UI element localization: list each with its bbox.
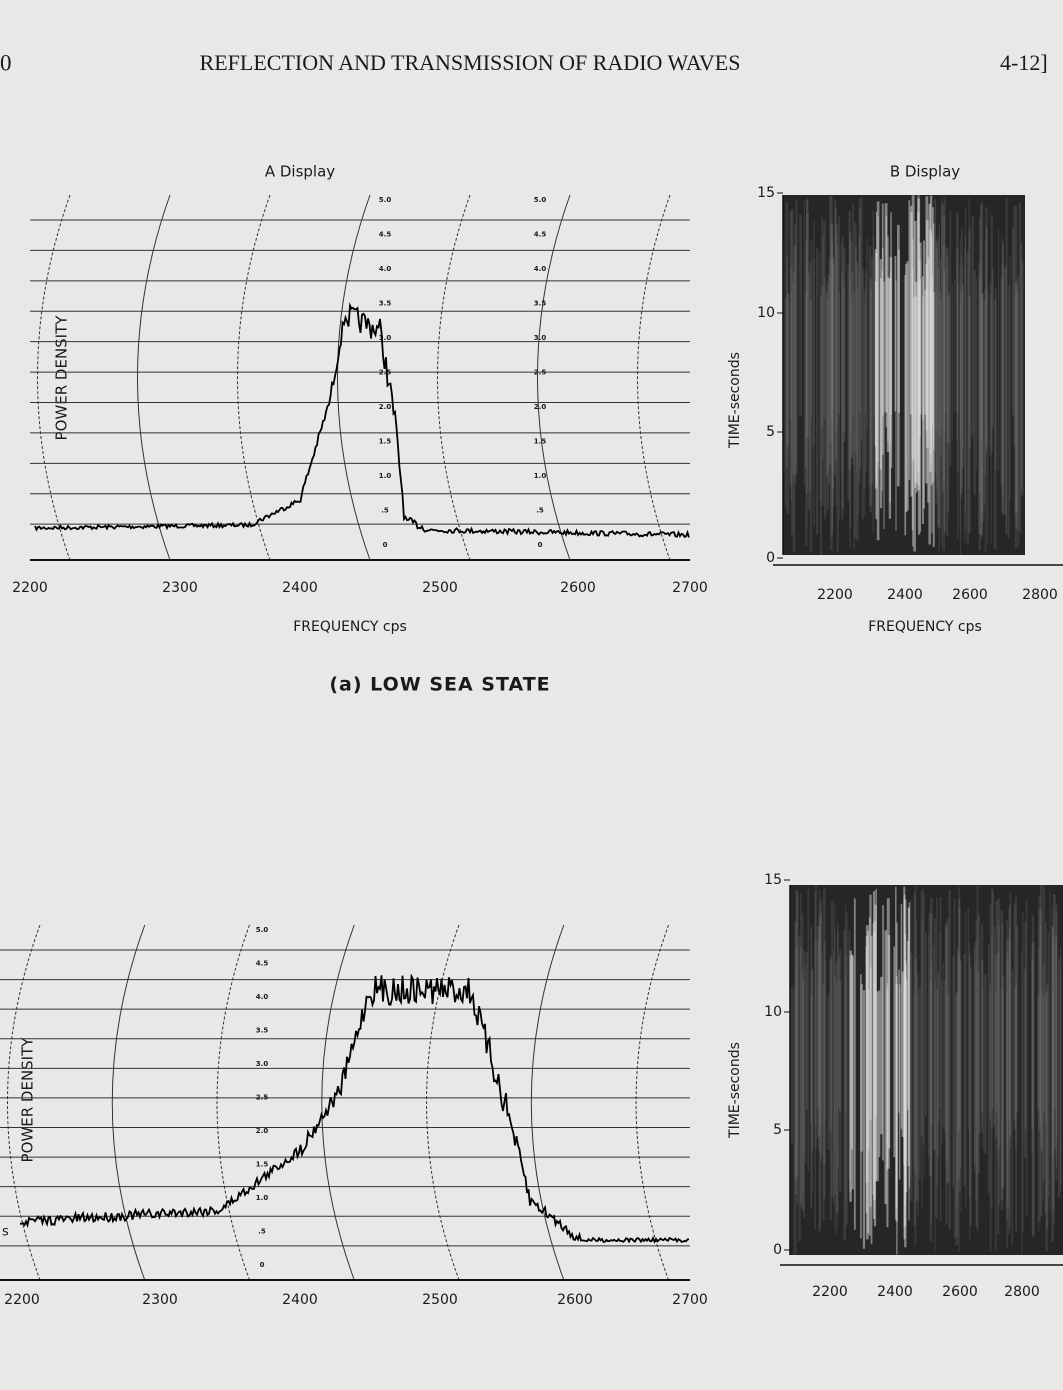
b-display — [783, 195, 1025, 555]
scale-label: 2.0 — [379, 403, 392, 411]
y-tick-label: 0 — [766, 550, 775, 566]
scale-label: 1.0 — [379, 472, 392, 480]
scale-label: 3.0 — [379, 334, 392, 342]
scale-label: 2.5 — [534, 369, 547, 377]
scale-label: 3.0 — [256, 1060, 269, 1068]
section: 4-12] — [1000, 50, 1048, 75]
grid-curve — [137, 194, 171, 561]
scale-label: 2.0 — [534, 403, 547, 411]
scale-label: 2.0 — [256, 1127, 269, 1135]
scale-label: 1.5 — [379, 438, 392, 446]
grid-curve — [237, 194, 271, 561]
scale-label: 0 — [383, 541, 388, 549]
grid-curve — [37, 194, 71, 561]
y-tick-label: 5 — [773, 1122, 782, 1138]
x-tick-label: 2500 — [422, 580, 458, 596]
scale-label: 1.5 — [534, 438, 547, 446]
scale-label: 2.5 — [256, 1094, 269, 1102]
scale-label: .5 — [536, 507, 544, 515]
scale-label: 0 — [260, 1261, 265, 1269]
scale-label: 3.0 — [534, 334, 547, 342]
scale-label: 5.0 — [534, 196, 547, 204]
scale-label: 4.0 — [379, 265, 392, 273]
x-tick-label: 2800 — [1022, 587, 1058, 603]
scale-label: 5.0 — [256, 926, 269, 934]
x-label: FREQUENCY cps — [293, 619, 407, 635]
scale-label: 3.5 — [534, 300, 547, 308]
grid-curve — [321, 924, 355, 1281]
edge-fragment: s — [2, 1225, 9, 1240]
x-tick-label: 2400 — [887, 587, 923, 603]
x-tick-label: 2600 — [942, 1284, 978, 1300]
scale-label: 3.5 — [379, 300, 392, 308]
spectrum-trace — [19, 973, 689, 1244]
x-tick-label: 2600 — [560, 580, 596, 596]
running-title: REFLECTION AND TRANSMISSION OF RADIO WAV… — [200, 50, 741, 75]
x-tick-label: 2500 — [422, 1292, 458, 1308]
b-y-label: TIME-seconds — [727, 352, 743, 449]
b-display-title: B Display — [890, 163, 960, 181]
grid-curve — [337, 194, 371, 561]
b-x-label: FREQUENCY cps — [868, 619, 982, 635]
grid-curve — [537, 194, 571, 561]
x-tick-label: 2400 — [877, 1284, 913, 1300]
grid-curve — [635, 924, 670, 1281]
y-tick-label: 5 — [766, 424, 775, 440]
grid-curve — [216, 924, 250, 1281]
scale-label: 2.5 — [379, 369, 392, 377]
x-tick-label: 2700 — [672, 1292, 708, 1308]
scale-label: 1.5 — [256, 1161, 269, 1169]
scale-label: 1.0 — [534, 472, 547, 480]
scale-label: 4.5 — [256, 960, 269, 968]
grid-curve — [111, 924, 146, 1281]
grid-curve — [426, 924, 460, 1281]
x-tick-label: 2200 — [817, 587, 853, 603]
x-tick-label: 2300 — [162, 580, 198, 596]
x-tick-label: 2600 — [952, 587, 988, 603]
scale-label: .5 — [381, 507, 389, 515]
grid-curve — [530, 924, 565, 1281]
y-tick-label: 10 — [764, 1004, 782, 1020]
x-tick-label: 2800 — [1004, 1284, 1040, 1300]
scale-label: 5.0 — [379, 196, 392, 204]
b-y-label: TIME-seconds — [727, 1042, 743, 1139]
y-label: POWER DENSITY — [19, 1037, 37, 1163]
x-tick-label: 2400 — [282, 580, 318, 596]
x-tick-label: 2600 — [557, 1292, 593, 1308]
x-tick-label: 2200 — [12, 580, 48, 596]
scale-label: 4.0 — [534, 265, 547, 273]
scale-label: 4.5 — [379, 231, 392, 239]
scale-label: .5 — [258, 1228, 266, 1236]
y-tick-label: 0 — [773, 1242, 782, 1258]
a-display-title: A Display — [265, 163, 335, 181]
grid-curve — [637, 194, 671, 561]
y-tick-label: 15 — [757, 185, 775, 201]
b-display — [790, 885, 1063, 1255]
scale-label: 4.5 — [534, 231, 547, 239]
caption: (a) LOW SEA STATE — [329, 674, 550, 696]
grid-curve — [437, 194, 471, 561]
x-tick-label: 2400 — [282, 1292, 318, 1308]
scale-label: 3.5 — [256, 1027, 269, 1035]
scale-label: 4.0 — [256, 993, 269, 1001]
x-tick-label: 2300 — [142, 1292, 178, 1308]
y-tick-label: 10 — [757, 305, 775, 321]
x-tick-label: 2200 — [812, 1284, 848, 1300]
spectrum-trace — [34, 302, 690, 538]
scale-label: 0 — [538, 541, 543, 549]
page-number: 0 — [0, 50, 12, 75]
x-tick-label: 2700 — [672, 580, 708, 596]
x-tick-label: 2200 — [4, 1292, 40, 1308]
scale-label: 1.0 — [256, 1194, 269, 1202]
grid-curve — [7, 924, 41, 1281]
y-label: POWER DENSITY — [53, 315, 71, 441]
y-tick-label: 15 — [764, 872, 782, 888]
